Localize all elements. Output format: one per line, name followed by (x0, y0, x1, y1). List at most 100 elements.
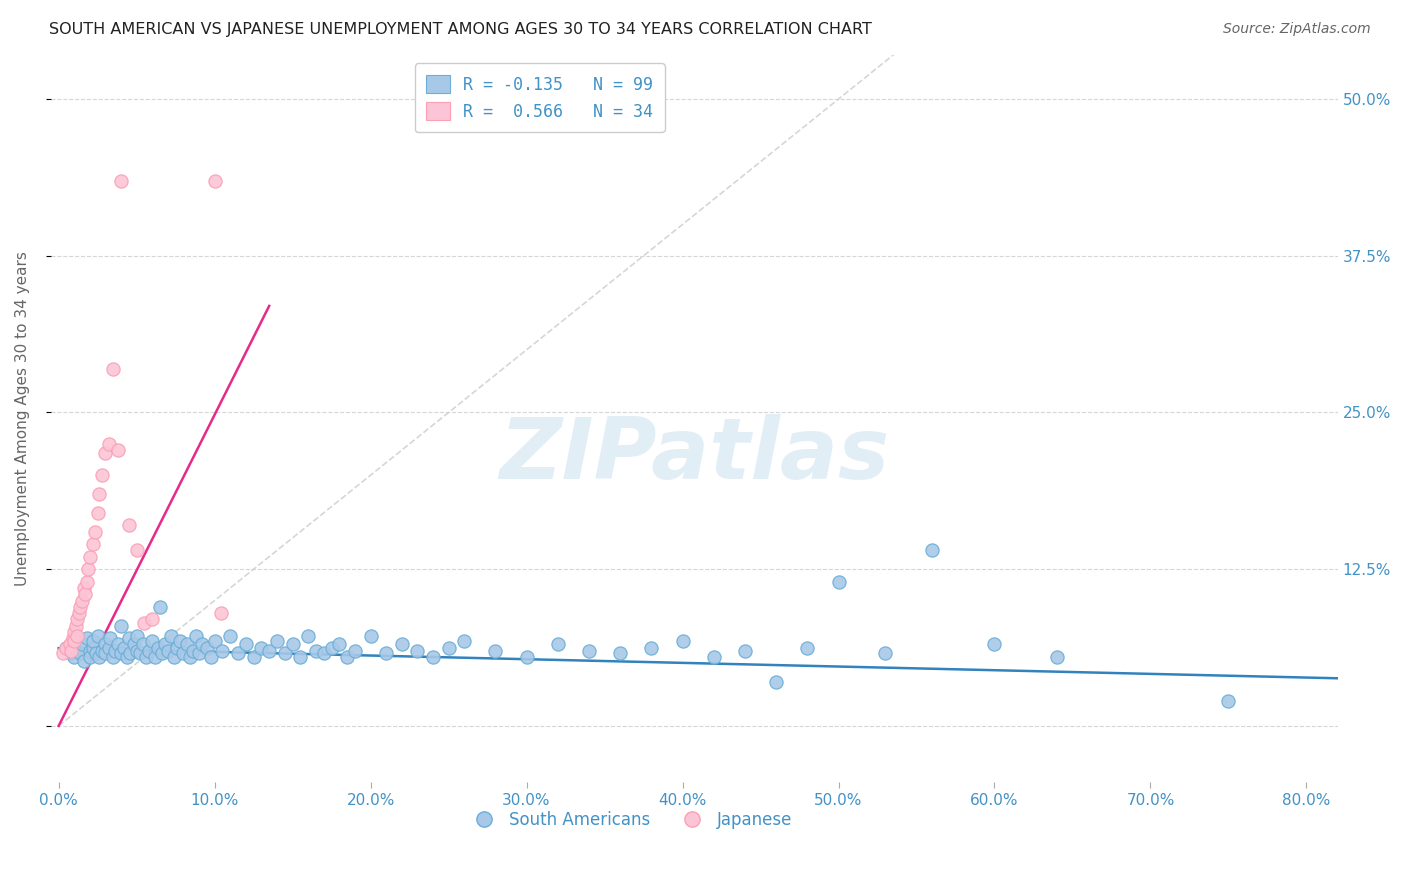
Point (91, 468, 114, 483)
Point (195, 641, 218, 656)
Point (62, 631, 84, 645)
Point (453, 633, 475, 648)
Point (82, 537, 104, 551)
Point (118, 631, 141, 645)
Point (153, 637, 176, 651)
Point (70, 593, 93, 607)
Point (125, 543, 148, 558)
Point (143, 650, 166, 665)
Text: Source: ZipAtlas.com: Source: ZipAtlas.com (1223, 22, 1371, 37)
Point (79, 643, 101, 657)
Point (141, 633, 163, 648)
Point (125, 629, 148, 643)
Text: SOUTH AMERICAN VS JAPANESE UNEMPLOYMENT AMONG AGES 30 TO 34 YEARS CORRELATION CH: SOUTH AMERICAN VS JAPANESE UNEMPLOYMENT … (49, 22, 872, 37)
Point (75, 587, 97, 601)
Point (70, 637, 93, 651)
Point (65, 618, 87, 632)
Point (128, 646, 150, 660)
Point (82, 641, 104, 656)
Point (76, 631, 98, 645)
Point (118, 518, 141, 533)
Point (83, 524, 105, 539)
Point (141, 612, 163, 626)
Point (77, 562, 100, 576)
Y-axis label: Unemployment Among Ages 30 to 34 years: Unemployment Among Ages 30 to 34 years (15, 252, 30, 586)
Point (97, 437, 120, 451)
Point (94, 646, 117, 660)
Point (1218, 694, 1240, 708)
Point (72, 581, 94, 595)
Point (437, 641, 460, 656)
Legend: South Americans, Japanese: South Americans, Japanese (461, 805, 799, 836)
Point (204, 173, 226, 187)
Point (336, 650, 359, 665)
Point (703, 650, 725, 665)
Point (60, 646, 83, 660)
Point (72, 654, 94, 668)
Point (110, 618, 132, 632)
Point (94, 445, 117, 459)
Point (734, 643, 756, 657)
Point (179, 650, 201, 665)
Point (204, 633, 226, 648)
Point (110, 646, 132, 660)
Point (112, 641, 135, 656)
Point (671, 633, 693, 648)
Point (60, 643, 83, 657)
Point (122, 637, 145, 651)
Point (921, 543, 943, 558)
Point (297, 629, 319, 643)
Point (120, 646, 142, 660)
Point (55, 641, 77, 656)
Point (274, 646, 297, 660)
Point (103, 361, 125, 376)
Point (91, 643, 114, 657)
Point (875, 646, 897, 660)
Point (796, 641, 818, 656)
Point (148, 641, 170, 656)
Point (640, 641, 662, 656)
Point (191, 637, 214, 651)
Point (305, 643, 328, 657)
Point (169, 633, 191, 648)
Point (138, 643, 160, 657)
Point (281, 637, 304, 651)
Point (188, 646, 211, 660)
Point (134, 616, 156, 631)
Point (983, 637, 1005, 651)
Point (66, 612, 89, 626)
Point (343, 643, 366, 657)
Point (257, 643, 280, 657)
Point (321, 641, 343, 656)
Point (200, 650, 222, 665)
Point (516, 650, 538, 665)
Point (63, 624, 86, 639)
Point (547, 637, 569, 651)
Point (209, 606, 232, 620)
Point (79, 549, 101, 564)
Point (484, 643, 506, 657)
Point (184, 629, 207, 643)
Point (160, 629, 183, 643)
Point (181, 643, 204, 657)
Point (406, 643, 429, 657)
Point (107, 637, 129, 651)
Point (1046, 650, 1069, 665)
Point (107, 443, 129, 458)
Point (79, 650, 101, 665)
Point (97, 641, 120, 656)
Point (765, 675, 787, 690)
Point (156, 643, 179, 657)
Point (422, 650, 444, 665)
Point (827, 574, 849, 589)
Point (290, 650, 312, 665)
Point (391, 637, 413, 651)
Point (312, 646, 335, 660)
Point (103, 650, 125, 665)
Point (82, 633, 104, 648)
Point (150, 646, 173, 660)
Point (176, 637, 198, 651)
Point (132, 637, 155, 651)
Point (104, 643, 127, 657)
Point (63, 633, 86, 648)
